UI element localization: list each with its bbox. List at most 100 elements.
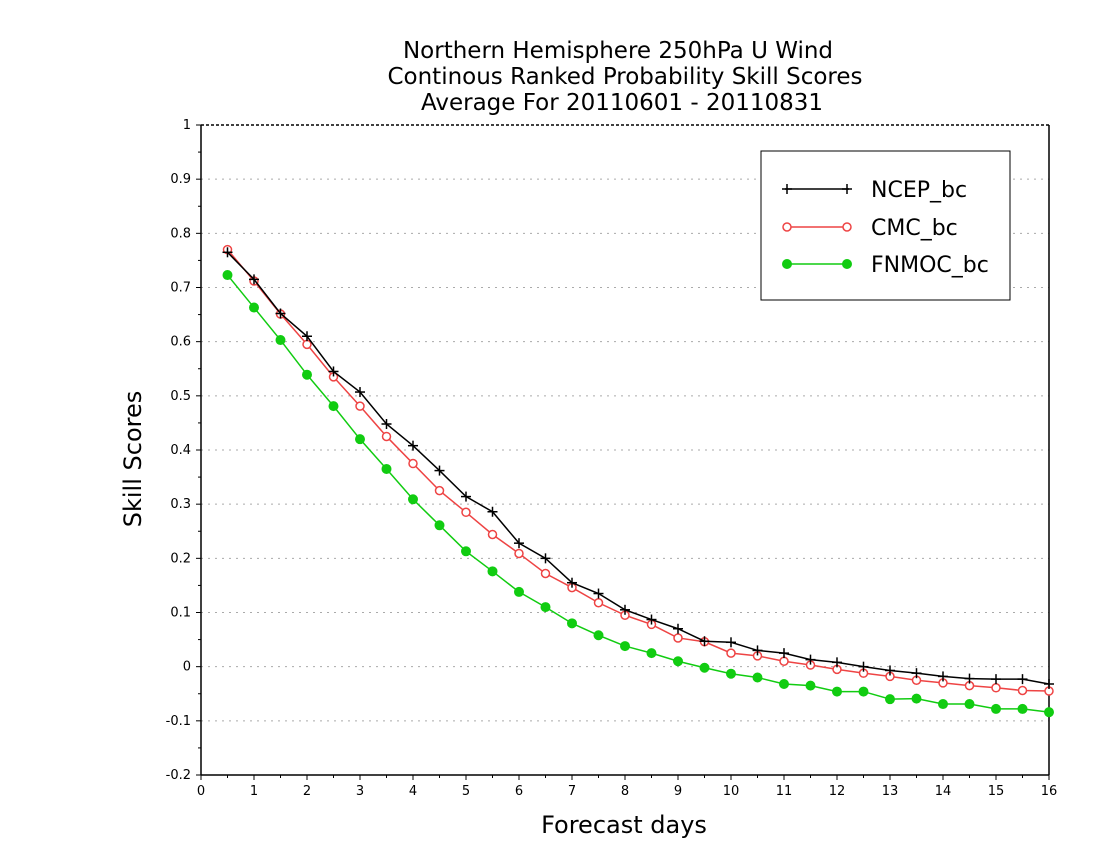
data-point bbox=[832, 686, 842, 697]
data-point bbox=[699, 636, 710, 647]
x-tick-label: 15 bbox=[988, 784, 1005, 799]
data-point bbox=[328, 401, 339, 412]
data-point bbox=[620, 641, 630, 652]
data-point bbox=[885, 665, 895, 676]
data-point bbox=[726, 637, 736, 648]
data-point bbox=[673, 623, 683, 634]
legend-box bbox=[760, 150, 1011, 301]
data-point bbox=[726, 648, 736, 658]
data-point bbox=[911, 693, 922, 704]
data-point bbox=[328, 366, 339, 377]
data-point bbox=[1044, 707, 1054, 718]
x-tick-label: 4 bbox=[409, 784, 417, 799]
series-NCEP_bc bbox=[222, 247, 1054, 689]
data-point bbox=[752, 645, 763, 656]
data-point bbox=[381, 463, 392, 474]
legend-marker-start bbox=[782, 222, 792, 232]
data-point bbox=[593, 598, 604, 608]
legend-label: FNMOC_bc bbox=[871, 253, 989, 278]
data-point bbox=[567, 577, 577, 588]
data-point bbox=[991, 683, 1001, 693]
data-point bbox=[779, 656, 789, 666]
x-tick-label: 3 bbox=[356, 784, 364, 799]
y-tick-label: 0.7 bbox=[170, 281, 191, 296]
data-point bbox=[779, 679, 789, 689]
data-point bbox=[593, 630, 604, 641]
legend-marker-end bbox=[842, 222, 852, 232]
x-tick-label: 12 bbox=[829, 784, 846, 799]
series-CMC_bc bbox=[222, 244, 1054, 696]
data-point bbox=[487, 506, 498, 517]
data-point bbox=[514, 548, 524, 559]
data-point bbox=[355, 434, 365, 445]
data-point bbox=[275, 308, 286, 319]
data-point bbox=[858, 686, 869, 697]
data-point bbox=[646, 614, 657, 625]
data-point bbox=[355, 401, 365, 411]
data-point bbox=[222, 247, 233, 258]
legend-marker-end bbox=[842, 184, 852, 194]
data-point bbox=[461, 546, 471, 557]
x-tick-label: 0 bbox=[197, 784, 205, 799]
data-point bbox=[726, 668, 736, 679]
y-tick-label: 0.4 bbox=[170, 443, 191, 458]
data-point bbox=[302, 369, 312, 380]
x-tick-label: 5 bbox=[462, 784, 470, 799]
x-tick-label: 6 bbox=[515, 784, 523, 799]
y-tick-label: 0.1 bbox=[170, 606, 191, 621]
data-point bbox=[487, 529, 498, 540]
data-point bbox=[938, 699, 948, 710]
data-point bbox=[752, 672, 763, 683]
data-point bbox=[355, 387, 365, 398]
series-layer bbox=[222, 244, 1054, 718]
data-point bbox=[461, 507, 471, 518]
data-point bbox=[514, 586, 524, 597]
y-tick-label: 0.9 bbox=[170, 172, 191, 187]
x-tick-label: 10 bbox=[723, 784, 740, 799]
x-tick-label: 8 bbox=[621, 784, 629, 799]
data-point bbox=[434, 465, 445, 476]
data-point bbox=[805, 680, 816, 691]
data-point bbox=[805, 654, 816, 665]
data-point bbox=[540, 553, 551, 564]
y-tick-label: -0.2 bbox=[166, 768, 191, 783]
legend-item: NCEP_bc bbox=[782, 178, 967, 203]
data-point bbox=[779, 648, 789, 659]
data-point bbox=[540, 568, 551, 579]
series-line bbox=[226, 274, 1050, 713]
legend-label: CMC_bc bbox=[871, 216, 958, 241]
data-point bbox=[699, 662, 710, 673]
data-point bbox=[434, 485, 445, 496]
y-tick-label: 0.5 bbox=[170, 389, 191, 404]
data-point bbox=[911, 668, 922, 679]
chart-title: Northern Hemisphere 250hPa U Wind Contin… bbox=[387, 38, 862, 116]
x-tick-label: 16 bbox=[1041, 784, 1058, 799]
y-tick-label: 0.6 bbox=[170, 335, 191, 350]
legend: NCEP_bc CMC_bc FNMOC_bc bbox=[760, 150, 1011, 301]
data-point bbox=[1044, 679, 1054, 689]
title-line-3: Average For 20110601 - 20110831 bbox=[421, 90, 823, 116]
legend-item: FNMOC_bc bbox=[782, 253, 989, 278]
y-tick-label: 0.2 bbox=[170, 551, 191, 566]
y-tick-label: -0.1 bbox=[166, 714, 191, 729]
data-point bbox=[514, 538, 524, 549]
series-FNMOC_bc bbox=[222, 270, 1054, 718]
data-point bbox=[408, 494, 418, 505]
data-point bbox=[991, 674, 1001, 685]
series-line bbox=[226, 249, 1050, 692]
data-point bbox=[858, 661, 869, 672]
y-tick-label: 0.8 bbox=[170, 226, 191, 241]
x-axis-ticks: 0 1 2 3 4 5 6 7 8 9 10 11 12 13 14 15 16 bbox=[197, 775, 1057, 799]
legend-label: NCEP_bc bbox=[871, 178, 967, 203]
x-tick-label: 9 bbox=[674, 784, 682, 799]
data-point bbox=[461, 491, 471, 502]
data-point bbox=[567, 618, 577, 629]
y-tick-label: 0 bbox=[183, 660, 191, 675]
x-axis-label: Forecast days bbox=[541, 811, 707, 839]
data-point bbox=[381, 431, 392, 442]
data-point bbox=[938, 671, 948, 682]
y-axis-label: Skill Scores bbox=[119, 391, 147, 528]
data-point bbox=[1017, 674, 1028, 685]
data-point bbox=[991, 703, 1001, 714]
